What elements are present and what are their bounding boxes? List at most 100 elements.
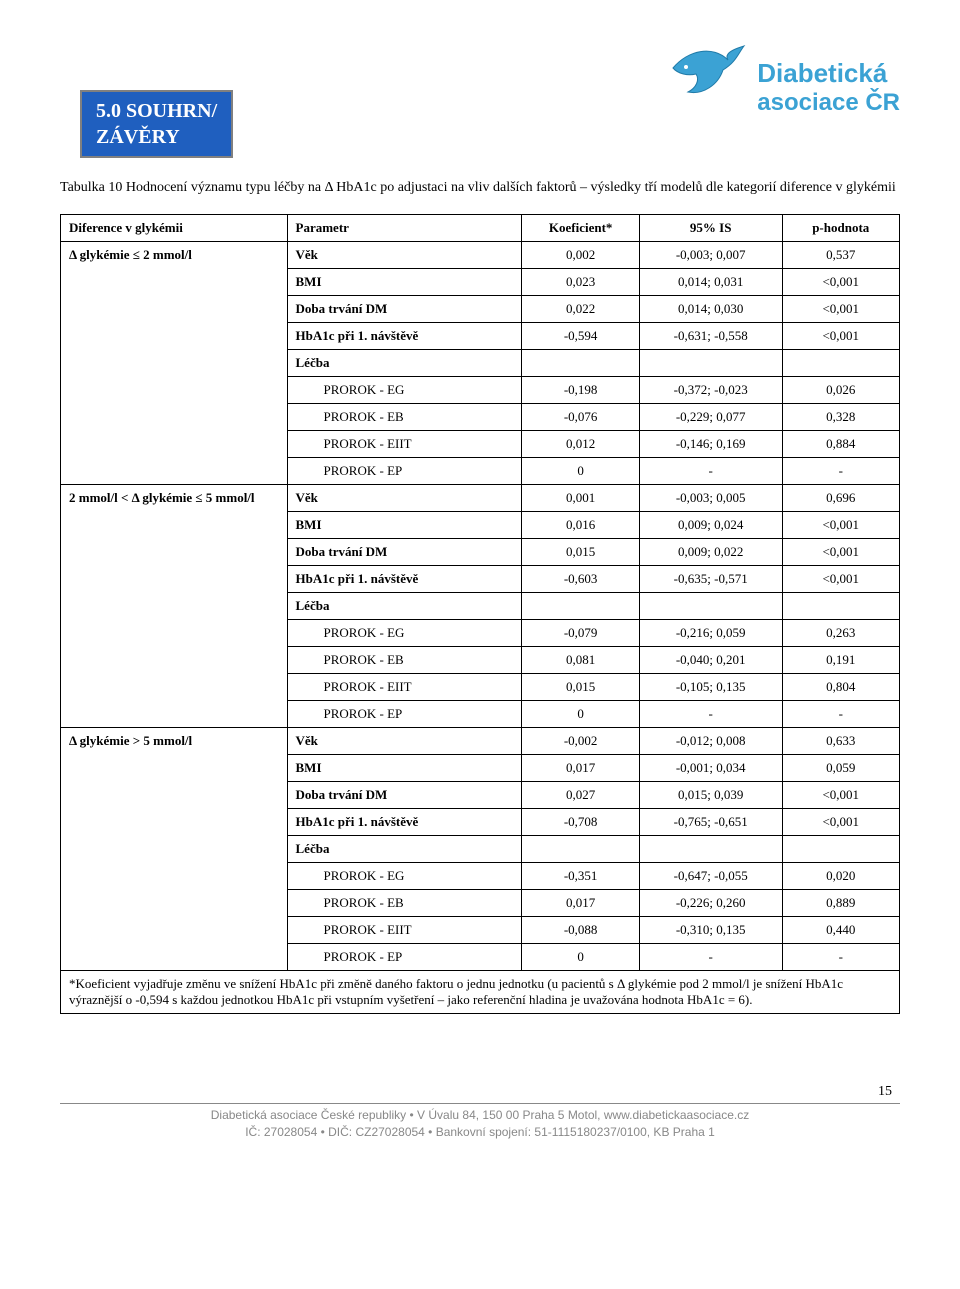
p-cell: <0,001 (782, 269, 900, 296)
group-label: Δ glykémie > 5 mmol/l (61, 728, 288, 971)
separator (60, 1103, 900, 1104)
ci-cell: -0,146; 0,169 (639, 431, 782, 458)
coef-cell (522, 836, 639, 863)
coef-cell: -0,594 (522, 323, 639, 350)
footnote-row: *Koeficient vyjadřuje změnu ve snížení H… (61, 971, 900, 1014)
th-koeficient: Koeficient* (522, 215, 639, 242)
param-cell: PROROK - EG (287, 620, 522, 647)
coef-cell: 0,081 (522, 647, 639, 674)
table-caption: Tabulka 10 Hodnocení významu typu léčby … (60, 180, 900, 196)
p-cell: 0,804 (782, 674, 900, 701)
p-cell: 0,633 (782, 728, 900, 755)
p-cell: 0,263 (782, 620, 900, 647)
logo-line2: asociace ČR (757, 89, 900, 117)
p-cell: <0,001 (782, 566, 900, 593)
p-cell: 0,884 (782, 431, 900, 458)
p-cell: - (782, 458, 900, 485)
section-badge: 5.0 SOUHRN/ ZÁVĚRY (80, 90, 233, 158)
param-cell: HbA1c při 1. návštěvě (287, 323, 522, 350)
param-cell: PROROK - EB (287, 404, 522, 431)
param-cell: HbA1c při 1. návštěvě (287, 566, 522, 593)
p-cell: <0,001 (782, 782, 900, 809)
p-cell: - (782, 944, 900, 971)
param-cell: Věk (287, 485, 522, 512)
param-cell: PROROK - EB (287, 647, 522, 674)
table-header-row: Diference v glykémii Parametr Koeficient… (61, 215, 900, 242)
footer-line1: Diabetická asociace České republiky • V … (60, 1107, 900, 1124)
page-number: 15 (60, 1084, 900, 1100)
p-cell: <0,001 (782, 539, 900, 566)
param-cell: Léčba (287, 836, 522, 863)
param-cell: PROROK - EIIT (287, 431, 522, 458)
footer: Diabetická asociace České republiky • V … (60, 1107, 900, 1141)
ci-cell: 0,014; 0,031 (639, 269, 782, 296)
coef-cell: -0,603 (522, 566, 639, 593)
p-cell: 0,440 (782, 917, 900, 944)
bird-icon (668, 40, 746, 114)
ci-cell: -0,012; 0,008 (639, 728, 782, 755)
ci-cell: 0,009; 0,024 (639, 512, 782, 539)
param-cell: PROROK - EG (287, 377, 522, 404)
param-cell: PROROK - EG (287, 863, 522, 890)
coef-cell: -0,002 (522, 728, 639, 755)
table-row: 2 mmol/l < Δ glykémie ≤ 5 mmol/lVěk0,001… (61, 485, 900, 512)
param-cell: PROROK - EP (287, 701, 522, 728)
coef-cell: -0,079 (522, 620, 639, 647)
group-label: 2 mmol/l < Δ glykémie ≤ 5 mmol/l (61, 485, 288, 728)
coef-cell (522, 593, 639, 620)
ci-cell (639, 350, 782, 377)
param-cell: PROROK - EP (287, 458, 522, 485)
coef-cell: -0,351 (522, 863, 639, 890)
p-cell: - (782, 701, 900, 728)
param-cell: PROROK - EIIT (287, 917, 522, 944)
ci-cell: -0,372; -0,023 (639, 377, 782, 404)
ci-cell: -0,105; 0,135 (639, 674, 782, 701)
ci-cell: 0,015; 0,039 (639, 782, 782, 809)
ci-cell: -0,635; -0,571 (639, 566, 782, 593)
coef-cell: 0 (522, 944, 639, 971)
footnote: *Koeficient vyjadřuje změnu ve snížení H… (61, 971, 900, 1014)
badge-line1: 5.0 SOUHRN/ (96, 98, 217, 124)
ci-cell: - (639, 458, 782, 485)
coef-cell: -0,198 (522, 377, 639, 404)
ci-cell (639, 593, 782, 620)
p-cell: 0,191 (782, 647, 900, 674)
p-cell: 0,537 (782, 242, 900, 269)
ci-cell: -0,310; 0,135 (639, 917, 782, 944)
param-cell: Doba trvání DM (287, 539, 522, 566)
ci-cell: -0,003; 0,007 (639, 242, 782, 269)
table-row: Δ glykémie ≤ 2 mmol/lVěk0,002-0,003; 0,0… (61, 242, 900, 269)
ci-cell: -0,001; 0,034 (639, 755, 782, 782)
logo-line1: Diabetická (757, 58, 900, 89)
p-cell (782, 593, 900, 620)
coef-cell: 0,023 (522, 269, 639, 296)
ci-cell (639, 836, 782, 863)
param-cell: BMI (287, 512, 522, 539)
ci-cell: - (639, 944, 782, 971)
ci-cell: -0,216; 0,059 (639, 620, 782, 647)
coef-cell: 0,015 (522, 674, 639, 701)
data-table: Diference v glykémii Parametr Koeficient… (60, 214, 900, 1014)
ci-cell: -0,226; 0,260 (639, 890, 782, 917)
param-cell: BMI (287, 269, 522, 296)
param-cell: BMI (287, 755, 522, 782)
p-cell (782, 836, 900, 863)
ci-cell: - (639, 701, 782, 728)
coef-cell: 0,016 (522, 512, 639, 539)
param-cell: Léčba (287, 350, 522, 377)
coef-cell: 0,022 (522, 296, 639, 323)
coef-cell: -0,076 (522, 404, 639, 431)
coef-cell: 0,001 (522, 485, 639, 512)
coef-cell: -0,088 (522, 917, 639, 944)
ci-cell: -0,631; -0,558 (639, 323, 782, 350)
th-p: p-hodnota (782, 215, 900, 242)
coef-cell: 0 (522, 458, 639, 485)
param-cell: Věk (287, 242, 522, 269)
param-cell: Doba trvání DM (287, 782, 522, 809)
table-row: Δ glykémie > 5 mmol/lVěk-0,002-0,012; 0,… (61, 728, 900, 755)
p-cell: <0,001 (782, 809, 900, 836)
th-is: 95% IS (639, 215, 782, 242)
page-header: 5.0 SOUHRN/ ZÁVĚRY Diabetická asociace Č… (60, 30, 900, 170)
ci-cell: -0,647; -0,055 (639, 863, 782, 890)
p-cell: 0,696 (782, 485, 900, 512)
